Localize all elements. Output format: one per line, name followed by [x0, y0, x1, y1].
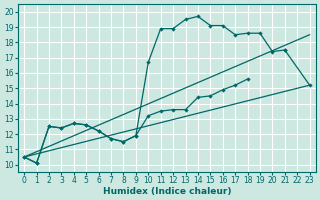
X-axis label: Humidex (Indice chaleur): Humidex (Indice chaleur): [103, 187, 231, 196]
